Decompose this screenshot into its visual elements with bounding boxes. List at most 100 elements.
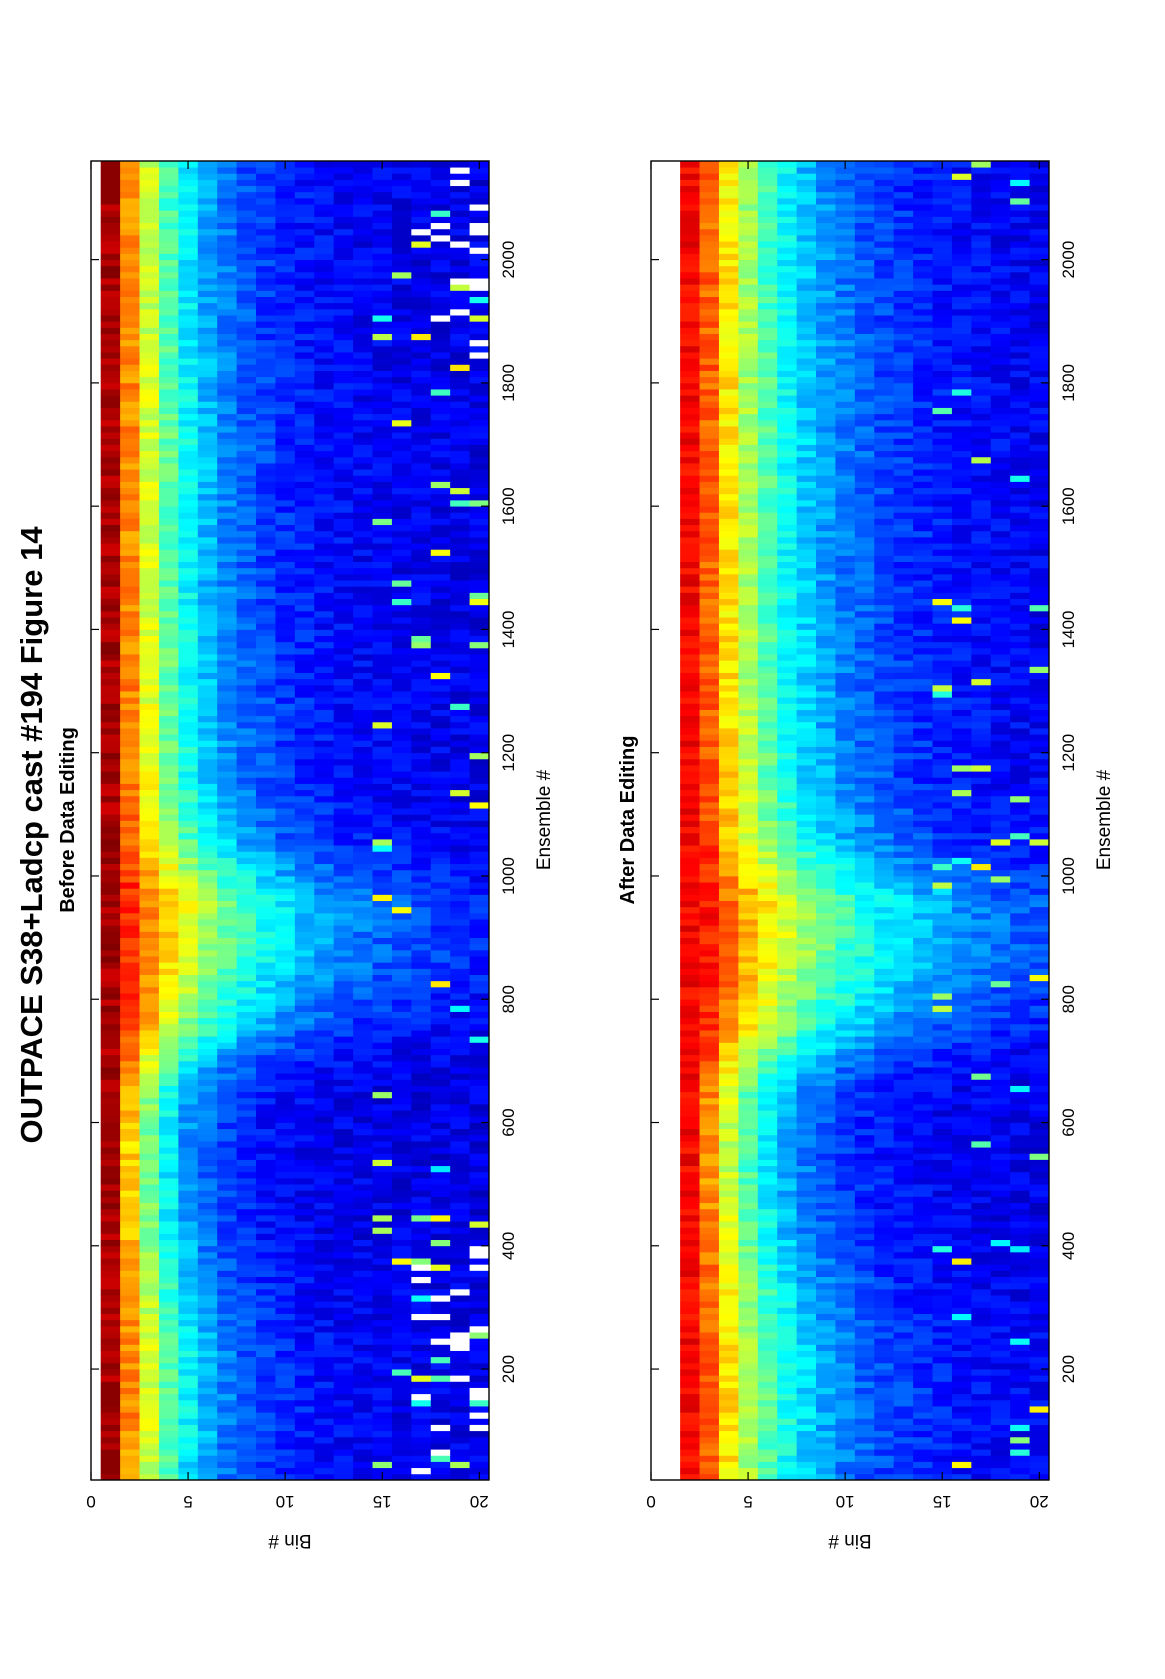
heatmap-cell	[450, 684, 470, 692]
heatmap-cell	[757, 1455, 778, 1462]
heatmap-cell	[353, 1282, 373, 1290]
heatmap-cell	[314, 728, 335, 735]
heatmap-cell	[932, 1338, 953, 1345]
heatmap-cell	[100, 259, 121, 267]
heatmap-cell	[217, 407, 238, 415]
heatmap-cell	[275, 1461, 296, 1469]
heatmap-cell	[139, 543, 160, 550]
heatmap-cell	[469, 315, 489, 322]
heatmap-cell	[275, 327, 296, 334]
heatmap-cell	[450, 1042, 470, 1049]
heatmap-cell	[217, 1060, 238, 1068]
heatmap-cell	[411, 216, 432, 224]
heatmap-cell	[738, 1461, 759, 1469]
heatmap-cell	[197, 592, 218, 600]
heatmap-cell	[314, 1042, 335, 1049]
heatmap-cell	[951, 1332, 972, 1339]
heatmap-cell	[430, 845, 451, 852]
heatmap-cell	[391, 1443, 412, 1450]
heatmap-cell	[158, 456, 179, 464]
heatmap-cell	[411, 401, 432, 408]
heatmap-cell	[469, 493, 489, 501]
heatmap-cell	[874, 1473, 895, 1480]
heatmap-cell	[757, 1369, 778, 1376]
heatmap-cell	[197, 635, 218, 643]
heatmap-cell	[158, 1227, 179, 1234]
heatmap-cell	[158, 1030, 179, 1037]
heatmap-cell	[353, 456, 373, 464]
heatmap-cell	[294, 487, 315, 495]
heatmap-cell	[275, 598, 296, 606]
heatmap-cell	[469, 795, 489, 803]
heatmap-cell	[469, 999, 489, 1006]
heatmap-cell	[391, 1097, 412, 1105]
heatmap-cell	[256, 228, 276, 236]
heatmap-cell	[314, 222, 335, 230]
heatmap-cell	[139, 321, 160, 328]
heatmap-cell	[680, 1393, 700, 1401]
heatmap-cell	[913, 1418, 933, 1425]
heatmap-cell	[333, 419, 354, 427]
heatmap-cell	[256, 604, 276, 612]
heatmap-cell	[353, 352, 373, 359]
heatmap-cell	[294, 333, 315, 341]
heatmap-cell	[411, 900, 432, 908]
heatmap-cell	[178, 1307, 199, 1314]
heatmap-cell	[120, 1369, 140, 1376]
heatmap-cell	[275, 1332, 296, 1339]
heatmap-cell	[256, 734, 276, 741]
heatmap-cell	[450, 426, 470, 433]
heatmap-cell	[913, 1301, 933, 1308]
heatmap-cell	[158, 1264, 179, 1271]
heatmap-cell	[120, 1017, 140, 1025]
heatmap-cell	[333, 438, 354, 445]
heatmap-cell	[294, 771, 315, 778]
heatmap-cell	[450, 382, 470, 390]
heatmap-cell	[236, 352, 257, 359]
heatmap-cell	[680, 1282, 700, 1290]
heatmap-cell	[217, 635, 238, 643]
heatmap-cell	[450, 543, 470, 550]
heatmap-cell	[372, 1104, 393, 1111]
heatmap-cell	[158, 931, 179, 938]
heatmap-cell	[178, 376, 199, 384]
heatmap-cell	[139, 389, 160, 396]
heatmap-cell	[391, 265, 412, 273]
heatmap-cell	[430, 1036, 451, 1043]
heatmap-cell	[951, 1399, 972, 1407]
heatmap-cell	[197, 1054, 218, 1062]
heatmap-cell	[275, 962, 296, 969]
heatmap-cell	[893, 1301, 914, 1308]
heatmap-cell	[139, 1054, 160, 1062]
heatmap-cell	[120, 931, 140, 938]
heatmap-cell	[217, 1325, 238, 1333]
heatmap-cell	[314, 426, 335, 433]
heatmap-cell	[275, 610, 296, 618]
heatmap-cell	[738, 1313, 759, 1321]
heatmap-cell	[236, 1369, 257, 1376]
heatmap-cell	[139, 1227, 160, 1234]
heatmap-cell	[1010, 1406, 1030, 1413]
heatmap-cell	[430, 315, 451, 322]
heatmap-cell	[275, 1233, 296, 1241]
heatmap-cell	[430, 333, 451, 341]
heatmap-cell	[158, 1461, 179, 1469]
heatmap-cell	[469, 654, 489, 661]
heatmap-cell	[391, 1276, 412, 1284]
heatmap-cell	[372, 327, 393, 334]
heatmap-cell	[777, 1307, 798, 1314]
heatmap-cell	[450, 327, 470, 334]
heatmap-cell	[275, 487, 296, 495]
heatmap-cell	[1029, 1443, 1049, 1450]
heatmap-cell	[158, 617, 179, 624]
heatmap-cell	[391, 1430, 412, 1438]
heatmap-cell	[120, 1467, 140, 1475]
heatmap-cell	[469, 296, 489, 304]
heatmap-cell	[178, 265, 199, 273]
heatmap-cell	[100, 974, 121, 982]
heatmap-cell	[314, 1412, 335, 1419]
heatmap-cell	[411, 1202, 432, 1210]
heatmap-cell	[333, 1356, 354, 1364]
heatmap-cell	[100, 1073, 121, 1080]
heatmap-cell	[294, 962, 315, 969]
